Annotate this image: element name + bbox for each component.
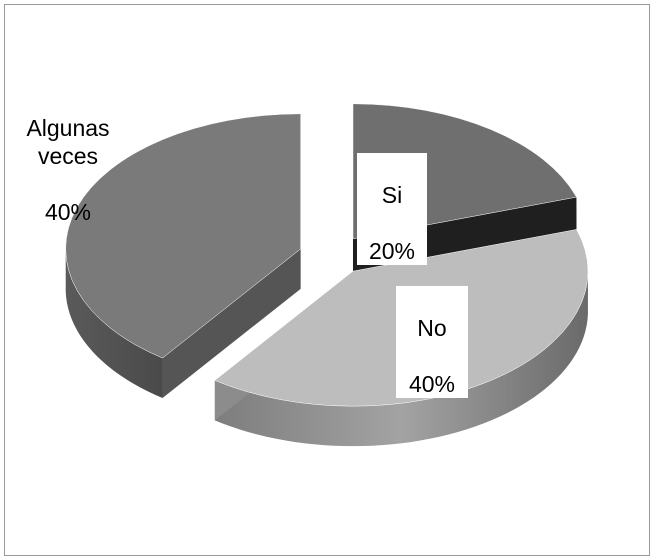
slice-label-si-percent: 20% xyxy=(368,238,416,264)
slice-algunas xyxy=(65,113,301,359)
slice-label-no-percent: 40% xyxy=(408,371,456,397)
slice-side-no xyxy=(214,274,588,447)
slice-label-si-name: Si xyxy=(381,182,403,208)
slice-label-algunas-name: Algunas veces xyxy=(26,115,110,169)
slice-label-algunas: Algunas veces 40% xyxy=(20,86,116,226)
slice-label-no-name: No xyxy=(417,315,447,341)
slices-layer xyxy=(65,103,589,447)
slice-wall-algunas-0 xyxy=(162,248,301,399)
slice-label-si: Si 20% xyxy=(357,153,427,265)
slice-side-algunas xyxy=(65,251,163,399)
slice-label-no: No 40% xyxy=(396,286,468,398)
slice-label-algunas-percent: 40% xyxy=(44,199,92,225)
